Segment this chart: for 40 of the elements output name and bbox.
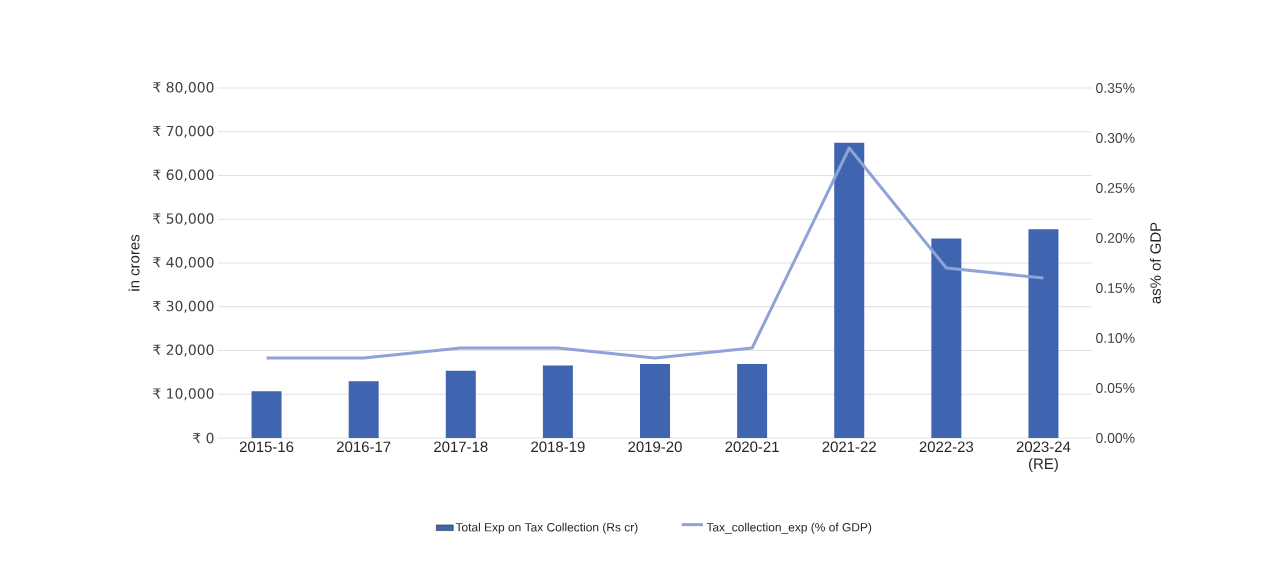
y-tick-label: ₹ 30,000 (153, 300, 214, 313)
bar (834, 142, 865, 438)
y2-tick-label: 0.30% (1096, 133, 1135, 143)
y-tick-label: ₹ 20,000 (153, 344, 214, 357)
legend-label: Tax_collection_exp (% of GDP) (706, 522, 872, 534)
x-tick-label: 2023-24 (RE) (1016, 441, 1071, 472)
y2-tick-label: 0.35% (1096, 83, 1135, 93)
bar (348, 381, 379, 438)
y2-axis-title: as% of GDP (1149, 222, 1161, 304)
y-tick-label: ₹ 60,000 (153, 169, 214, 182)
bar (737, 364, 768, 438)
y-axis-title: in crores (128, 234, 140, 291)
bar (931, 238, 962, 438)
y2-tick-label: 0.10% (1096, 333, 1135, 343)
x-tick-label: 2022-23 (919, 441, 974, 453)
y2-tick-label: 0.25% (1096, 183, 1135, 193)
y2-tick-label: 0.05% (1096, 383, 1135, 393)
y2-tick-label: 0.15% (1096, 283, 1135, 293)
x-tick-label: 2016-17 (337, 441, 391, 453)
x-tick-label: 2020-21 (725, 441, 779, 453)
bar (542, 365, 573, 438)
bar (251, 391, 282, 438)
y-tick-label: ₹ 50,000 (153, 213, 214, 226)
y-tick-label: ₹ 70,000 (153, 125, 214, 138)
x-tick-label: 2015-16 (239, 441, 294, 453)
bar (640, 364, 670, 438)
y-tick-label: ₹ 80,000 (153, 82, 214, 94)
bar (1028, 229, 1059, 438)
legend-label: Total Exp on Tax Collection (Rs cr) (455, 522, 638, 534)
y-tick-label: ₹ 10,000 (153, 388, 214, 401)
bar (445, 370, 476, 438)
y2-tick-label: 0.00% (1096, 433, 1135, 443)
y2-tick-label: 0.20% (1096, 233, 1135, 243)
x-tick-label: 2017-18 (434, 441, 488, 453)
x-tick-label: 2021-22 (822, 441, 876, 453)
line-series (265, 146, 1045, 360)
x-tick-label: 2018-19 (531, 441, 585, 453)
y-tick-label: ₹ 0 (193, 432, 214, 444)
x-tick-label: 2019-20 (628, 441, 682, 453)
y-tick-label: ₹ 40,000 (153, 257, 214, 269)
